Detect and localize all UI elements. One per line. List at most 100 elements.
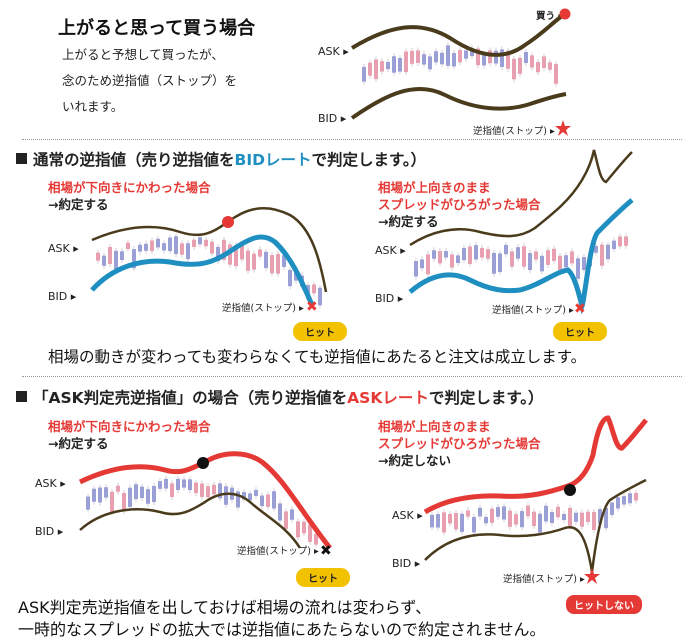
candle-body bbox=[468, 246, 472, 264]
section2-heading: 「ASK判定売逆指値」の場合（売り逆指値をASKレートで判定します。） bbox=[16, 386, 544, 408]
candle-body bbox=[474, 245, 478, 260]
top-stop-label: 逆指値(ストップ) ▸ bbox=[473, 126, 555, 137]
candle-body bbox=[540, 255, 544, 272]
candle-body bbox=[466, 510, 470, 517]
candle-body bbox=[552, 248, 556, 261]
section2-summary-2: 一時的なスプレッドの拡大では逆指値にあたらないので約定されません。 bbox=[18, 620, 546, 639]
candle-body bbox=[520, 511, 524, 528]
s2-right-nohit-badge: ヒットしない bbox=[566, 595, 642, 614]
candle-body bbox=[442, 512, 446, 533]
candle-body bbox=[170, 483, 174, 498]
s2-left-caption: 相場が下向きにかわった場合 bbox=[48, 419, 211, 434]
candle-body bbox=[234, 245, 238, 267]
s2-left-hit-cross-icon: ✖ bbox=[320, 543, 332, 559]
s1-left-hit-cross-icon: ✖ bbox=[306, 299, 318, 315]
candle-body bbox=[548, 62, 552, 70]
candle-body bbox=[434, 51, 438, 63]
candle-body bbox=[586, 511, 590, 522]
candle-body bbox=[462, 248, 466, 261]
candle-body bbox=[606, 244, 610, 260]
divider-2 bbox=[22, 376, 682, 377]
candle-body bbox=[564, 255, 568, 268]
top-body-line-2: 念のため逆指値（ストップ）を bbox=[62, 73, 238, 88]
s1-left-result: →約定する bbox=[48, 197, 109, 212]
candle-body bbox=[502, 506, 506, 520]
candle-body bbox=[96, 252, 100, 261]
candle-body bbox=[500, 49, 504, 67]
candle-body bbox=[452, 53, 456, 67]
section1-summary: 相場の動きが変わっても変わらなくても逆指値にあたると注文は成立します。 bbox=[48, 348, 587, 366]
candle-body bbox=[386, 61, 390, 70]
candle-body bbox=[302, 521, 306, 534]
candle-body bbox=[194, 482, 198, 494]
candle-body bbox=[104, 487, 108, 498]
candle-body bbox=[98, 487, 102, 503]
candle-body bbox=[158, 481, 162, 489]
candle-body bbox=[634, 493, 638, 501]
s2-left-hit-badge: ヒット bbox=[296, 568, 350, 587]
candle-body bbox=[318, 287, 322, 306]
s1-left-bid-label: BID ▸ bbox=[48, 290, 77, 303]
candle-body bbox=[374, 59, 378, 80]
candle-body bbox=[134, 484, 138, 500]
candle-body bbox=[126, 242, 130, 250]
candle-body bbox=[152, 485, 156, 503]
candle-body bbox=[132, 249, 136, 269]
candle-body bbox=[432, 250, 436, 259]
section1-heading: 通常の逆指値（売り逆指値をBIDレートで判定します。） bbox=[16, 148, 426, 170]
top-body-line-1: 上がると予想して買ったが、 bbox=[62, 47, 224, 62]
candle-body bbox=[140, 486, 144, 499]
candle-body bbox=[544, 505, 548, 522]
candle-body bbox=[622, 496, 626, 505]
candle-body bbox=[480, 247, 484, 258]
s2-right-ask-label: ASK ▸ bbox=[392, 509, 423, 522]
candle-body bbox=[580, 512, 584, 527]
candle-body bbox=[420, 259, 424, 269]
candle-body bbox=[528, 253, 532, 271]
candle-body bbox=[116, 485, 120, 492]
s2-left-entry-dot bbox=[197, 457, 209, 469]
candle-body bbox=[248, 493, 252, 501]
candle-body bbox=[488, 50, 492, 64]
s1-right-bid-label: BID ▸ bbox=[375, 292, 404, 305]
top-stop-star-icon bbox=[555, 120, 571, 136]
candle-body bbox=[216, 246, 220, 262]
candle-body bbox=[510, 251, 514, 267]
candle-body bbox=[570, 251, 574, 264]
candle-body bbox=[254, 489, 258, 496]
candle-body bbox=[122, 492, 126, 512]
candle-body bbox=[534, 251, 538, 260]
candle-body bbox=[414, 261, 418, 277]
candle-body bbox=[174, 236, 178, 255]
bullet-square-icon bbox=[16, 391, 27, 402]
candle-body bbox=[440, 52, 444, 65]
candle-body bbox=[456, 255, 460, 264]
candle-body bbox=[284, 511, 288, 529]
candle-body bbox=[242, 492, 246, 500]
candle-body bbox=[448, 513, 452, 524]
candle-body bbox=[604, 507, 608, 529]
candle-body bbox=[554, 64, 558, 84]
candle-body bbox=[102, 255, 106, 266]
s1-right-ask-curve bbox=[409, 149, 633, 247]
candle-body bbox=[598, 509, 602, 524]
candle-body bbox=[538, 513, 542, 533]
candle-body bbox=[224, 486, 228, 505]
candle-body bbox=[410, 50, 414, 64]
candle-body bbox=[146, 489, 150, 504]
candle-body bbox=[428, 56, 432, 70]
candle-body bbox=[514, 514, 518, 525]
candle-body bbox=[144, 243, 148, 251]
s2-right-caption-1: 相場が上向きのまま bbox=[378, 419, 491, 434]
candle-body bbox=[504, 244, 508, 255]
candle-body bbox=[264, 251, 268, 269]
candle-body bbox=[550, 512, 554, 523]
candle-body bbox=[542, 56, 546, 68]
candle-body bbox=[192, 239, 196, 247]
top-buy-dot bbox=[559, 8, 571, 20]
s1-left-hit-badge: ヒット bbox=[293, 322, 347, 341]
top-ask-curve bbox=[350, 12, 567, 57]
candle-body bbox=[188, 479, 192, 491]
candle-body bbox=[436, 514, 440, 528]
candle-body bbox=[282, 255, 286, 267]
